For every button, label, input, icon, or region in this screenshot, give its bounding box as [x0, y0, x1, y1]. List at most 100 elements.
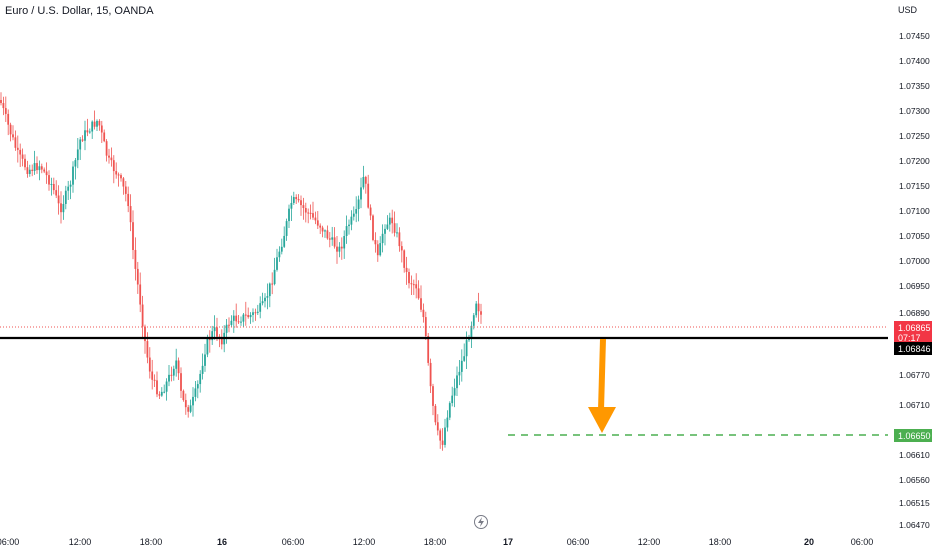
candle-body: [64, 190, 67, 204]
countdown-text: 07:17: [898, 333, 921, 343]
y-tick-label: 1.07050: [899, 231, 930, 241]
candle-body: [367, 183, 370, 208]
candle-body: [38, 166, 41, 171]
candle-body: [237, 321, 240, 323]
candle-body: [136, 268, 139, 285]
candle-body: [40, 166, 43, 170]
candle-body: [141, 304, 144, 327]
candle-body: [300, 200, 302, 206]
candle-body: [249, 314, 252, 318]
candle-body: [57, 195, 60, 204]
x-tick-label: 06:00: [0, 537, 19, 547]
candle-body: [355, 209, 358, 214]
last-price-text: 1.06865: [898, 323, 931, 333]
candle-body: [98, 120, 101, 126]
candle-body: [309, 212, 312, 214]
candle-body: [398, 232, 401, 247]
candle-body: [50, 183, 53, 185]
candle-body: [156, 380, 158, 395]
candle-body: [240, 321, 242, 323]
candle-body: [312, 213, 314, 218]
candle-body: [175, 360, 178, 369]
candle-body: [74, 160, 77, 167]
candle-body: [379, 243, 382, 256]
candle-body: [129, 206, 132, 223]
candle-body: [242, 314, 245, 322]
candle-body: [278, 251, 281, 258]
candle-body: [285, 221, 288, 236]
y-tick-label: 1.06610: [899, 450, 930, 460]
candle-body: [187, 407, 190, 412]
candle-body: [432, 386, 434, 406]
target-price-text: 1.06650: [898, 431, 931, 441]
candle-body: [444, 427, 446, 445]
candle-body: [96, 120, 98, 127]
lightning-icon[interactable]: [474, 515, 488, 529]
candle-body: [235, 315, 238, 322]
y-tick-label: 1.07300: [899, 106, 930, 116]
candle-body: [393, 223, 396, 233]
candle-body: [208, 338, 211, 341]
candle-body: [331, 237, 334, 240]
candle-body: [290, 202, 293, 209]
candle-body: [108, 155, 110, 158]
candle-body: [216, 327, 218, 337]
support-price-text: 1.06846: [898, 344, 931, 354]
candle-body: [451, 395, 454, 404]
candle-body: [470, 325, 473, 340]
candle-body: [86, 130, 89, 133]
candle-body: [26, 167, 29, 174]
candle-body: [348, 224, 350, 227]
candle-body: [100, 125, 103, 133]
candle-body: [463, 356, 466, 361]
candle-body: [146, 341, 149, 358]
down-arrow-icon[interactable]: [588, 339, 616, 433]
candle-body: [302, 205, 305, 209]
candle-body: [158, 394, 161, 396]
candle-body: [60, 203, 62, 213]
candle-body: [247, 315, 250, 318]
candle-body: [72, 166, 74, 185]
candle-body: [391, 217, 394, 224]
candle-body: [254, 312, 257, 314]
candle-body: [472, 315, 475, 326]
candle-body: [151, 371, 154, 380]
candle-body: [436, 422, 439, 431]
candle-body: [352, 213, 355, 217]
candle-body: [24, 158, 26, 168]
y-tick-label: 1.07250: [899, 131, 930, 141]
candle-body: [199, 373, 202, 385]
candle-body: [388, 217, 391, 225]
candle-body: [182, 390, 185, 401]
candle-body: [93, 121, 96, 127]
candle-body: [266, 296, 269, 298]
candle-body: [204, 354, 206, 366]
candle-body: [408, 272, 410, 284]
candle-body: [81, 139, 84, 141]
x-tick-label: 06:00: [851, 537, 874, 547]
candle-body: [2, 103, 5, 109]
candle-body: [7, 113, 10, 125]
candle-body: [76, 149, 79, 161]
candle-body: [261, 301, 264, 304]
candle-body: [144, 326, 146, 342]
candle-body: [201, 365, 204, 374]
candle-body: [31, 169, 34, 171]
candle-body: [21, 154, 24, 159]
candle-body: [288, 208, 290, 222]
candle-body: [0, 100, 2, 104]
y-tick-label: 1.07000: [899, 256, 930, 266]
y-tick-label: 1.06890: [899, 308, 930, 318]
candle-body: [112, 160, 115, 172]
candle-body: [43, 169, 46, 172]
candle-body: [196, 384, 199, 389]
candle-body: [45, 171, 48, 176]
candle-body: [132, 222, 134, 250]
candle-body: [117, 174, 120, 176]
candle-body: [458, 371, 461, 376]
candle-body: [268, 283, 271, 297]
candle-body: [336, 246, 338, 252]
candle-body: [110, 157, 113, 161]
x-tick-label: 12:00: [353, 537, 376, 547]
